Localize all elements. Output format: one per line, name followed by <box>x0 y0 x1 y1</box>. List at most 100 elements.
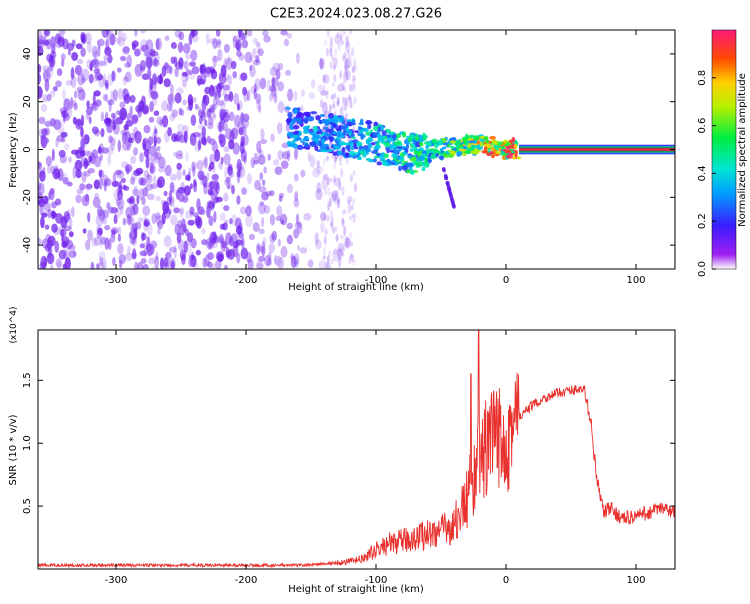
heatmap-noise-cell <box>279 213 288 226</box>
heatmap-noise-cell <box>50 264 54 269</box>
heatmap-signal-cell <box>341 125 348 129</box>
heatmap-noise-cell <box>314 232 319 245</box>
heatmap-noise-cell <box>353 259 356 267</box>
heatmap-noise-cell <box>339 155 342 162</box>
spectrogram-x-label: Height of straight line (km) <box>288 282 424 293</box>
heatmap-noise-cell <box>206 108 212 118</box>
heatmap-noise-cell <box>81 77 86 84</box>
heatmap-noise-cell <box>235 240 240 249</box>
heatmap-noise-cell <box>211 173 219 181</box>
heatmap-noise-cell <box>336 100 340 107</box>
heatmap-noise-cell <box>75 149 83 159</box>
heatmap-noise-cell <box>281 151 290 160</box>
heatmap-noise-cell <box>122 75 128 86</box>
heatmap-noise-cell <box>249 65 253 71</box>
heatmap-noise-cell <box>152 130 158 142</box>
heatmap-noise-cell <box>258 228 265 235</box>
heatmap-noise-cell <box>256 42 261 55</box>
heatmap-noise-cell <box>341 209 345 215</box>
heatmap-signal-cell <box>505 154 513 159</box>
heatmap-noise-cell <box>210 68 216 74</box>
heatmap-noise-cell <box>216 38 222 45</box>
colorbar-ticks: 0.0 0.2 0.4 0.6 0.8 <box>697 70 716 277</box>
x-tick-label: 100 <box>626 575 645 586</box>
heatmap-signal-cell <box>303 118 309 123</box>
heatmap-noise-cell <box>261 191 269 201</box>
heatmap-noise-cell <box>218 72 223 81</box>
heatmap-noise-cell <box>166 191 171 200</box>
heatmap-noise-cell <box>259 149 264 158</box>
heatmap-noise-cell <box>332 194 335 202</box>
heatmap-noise-cell <box>87 168 95 174</box>
heatmap-noise-cell <box>268 243 275 253</box>
heatmap-noise-cell <box>352 65 356 73</box>
heatmap-noise-cell <box>170 173 177 181</box>
heatmap-noise-cell <box>115 198 122 207</box>
heatmap-noise-cell <box>167 94 174 104</box>
heatmap-noise-cell <box>216 121 223 132</box>
heatmap-noise-cell <box>228 111 235 122</box>
heatmap-noise-cell <box>143 125 151 134</box>
heatmap-signal-cell <box>357 156 363 161</box>
heatmap-noise-cell <box>333 57 338 68</box>
heatmap-noise-cell <box>142 137 148 145</box>
heatmap-noise-cell <box>274 166 283 175</box>
heatmap-signal-cell <box>390 131 394 135</box>
heatmap-noise-cell <box>60 229 64 242</box>
heatmap-noise-cell <box>343 209 347 215</box>
heatmap-noise-cell <box>324 228 328 236</box>
heatmap-noise-cell <box>161 100 169 112</box>
heatmap-noise-cell <box>344 69 348 76</box>
heatmap-noise-cell <box>121 142 130 151</box>
heatmap-noise-cell <box>319 99 324 108</box>
snr-frame <box>37 329 676 570</box>
heatmap-signal-cell <box>374 144 381 149</box>
heatmap-noise-cell <box>293 198 300 208</box>
heatmap-noise-cell <box>354 64 358 71</box>
heatmap-noise-cell <box>135 167 144 175</box>
heatmap-noise-cell <box>214 149 221 162</box>
heatmap-noise-cell <box>134 30 138 37</box>
heatmap-noise-cell <box>215 259 222 269</box>
heatmap-noise-cell <box>120 56 127 62</box>
heatmap-signal-cell <box>451 150 456 156</box>
heatmap-noise-cell <box>111 112 116 119</box>
heatmap-noise-cell <box>337 196 341 205</box>
heatmap-noise-cell <box>329 210 333 219</box>
heatmap-noise-cell <box>252 37 258 45</box>
snr-y-label: SNR (10 * v/v) <box>8 414 19 485</box>
heatmap-noise-cell <box>131 188 140 196</box>
heatmap-noise-cell <box>167 127 173 137</box>
heatmap-noise-cell <box>293 259 300 268</box>
heatmap-noise-cell <box>179 208 184 219</box>
heatmap-noise-cell <box>123 124 129 131</box>
heatmap-noise-cell <box>149 161 154 174</box>
heatmap-noise-cell <box>186 105 192 111</box>
heatmap-noise-cell <box>88 116 92 124</box>
heatmap-noise-cell <box>42 65 49 71</box>
heatmap-noise-cell <box>40 103 48 113</box>
heatmap-noise-cell <box>75 65 80 75</box>
heatmap-noise-cell <box>130 223 135 235</box>
heatmap-noise-cell <box>121 161 129 169</box>
heatmap-noise-cell <box>140 30 146 34</box>
heatmap-noise-cell <box>324 189 328 196</box>
heatmap-noise-cell <box>232 35 241 43</box>
heatmap-noise-cell <box>127 216 135 225</box>
heatmap-noise-cell <box>344 96 348 106</box>
heatmap-signal-cell <box>292 143 299 149</box>
heatmap-signal-cell <box>345 146 350 150</box>
heatmap-noise-cell <box>109 136 116 146</box>
heatmap-noise-cell <box>183 60 189 70</box>
heatmap-noise-cell <box>295 213 300 226</box>
heatmap-noise-cell <box>222 84 230 91</box>
heatmap-noise-cell <box>192 165 196 177</box>
heatmap-noise-cell <box>45 155 53 167</box>
heatmap-noise-cell <box>215 196 223 203</box>
heatmap-noise-cell <box>54 240 60 253</box>
heatmap-signal-cell <box>434 149 439 154</box>
heatmap-noise-cell <box>169 190 173 204</box>
heatmap-signal-cell <box>414 141 422 148</box>
heatmap-noise-cell <box>134 221 142 230</box>
heatmap-noise-cell <box>41 128 48 136</box>
